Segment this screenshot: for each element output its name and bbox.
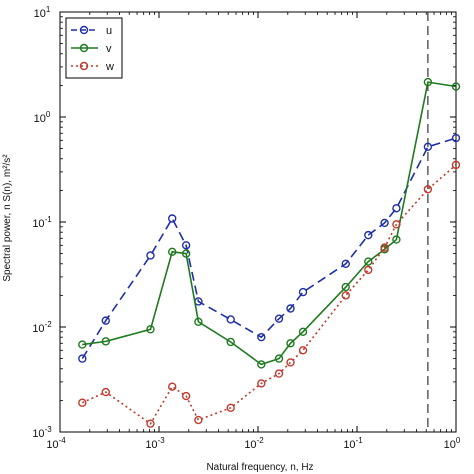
data-point-v	[451, 82, 461, 91]
data-point-w	[168, 382, 177, 391]
data-point-v	[274, 354, 284, 363]
data-point-u	[257, 332, 266, 342]
data-point-u	[146, 251, 155, 260]
legend-marker-w	[79, 61, 89, 71]
y-axis-label: Spectral power, n S(n), m²/s²	[2, 154, 13, 282]
data-point-u	[168, 214, 177, 223]
data-point-w	[226, 403, 235, 413]
series-line-u	[81, 137, 457, 360]
data-point-w	[341, 291, 350, 300]
data-point-w	[181, 391, 191, 401]
data-point-v	[423, 77, 433, 87]
data-point-u	[392, 204, 401, 213]
data-point-u	[101, 316, 110, 325]
data-point-v	[78, 340, 87, 349]
data-point-u	[451, 133, 461, 143]
data-point-w	[274, 369, 284, 378]
data-point-w	[286, 358, 295, 367]
data-point-v	[257, 360, 266, 369]
data-point-v	[168, 247, 177, 257]
data-point-u	[78, 354, 87, 363]
data-point-u	[364, 230, 373, 240]
data-point-v	[226, 337, 235, 347]
data-point-v	[341, 282, 350, 292]
legend-marker-v	[79, 43, 89, 53]
legend-label-u: u	[106, 25, 112, 37]
data-point-v	[286, 339, 295, 348]
y-tick-label: 10-3	[32, 425, 52, 440]
legend-label-w: w	[105, 61, 114, 73]
series-line-v	[82, 81, 457, 366]
y-tick-label: 101	[34, 5, 51, 20]
data-point-v	[101, 337, 110, 346]
data-point-u	[274, 314, 284, 323]
x-tick-label: 10-4	[46, 436, 66, 451]
x-axis-label: Natural frequency, n, Hz	[206, 462, 313, 473]
data-point-u	[298, 287, 308, 297]
data-point-u	[341, 259, 350, 268]
data-point-u	[423, 142, 433, 152]
legend-marker-u	[79, 25, 89, 35]
x-tick-label: 100	[444, 436, 461, 451]
y-tick-label: 10-2	[32, 320, 52, 335]
series-line-w	[81, 164, 457, 425]
data-point-w	[78, 398, 87, 407]
data-point-v	[146, 325, 155, 334]
data-point-w	[101, 387, 110, 397]
data-point-w	[364, 265, 373, 275]
legend: uvw	[65, 17, 123, 79]
data-point-v	[181, 249, 191, 258]
x-tick-label: 10-3	[145, 436, 165, 451]
data-point-v	[364, 257, 373, 266]
data-point-w	[451, 160, 461, 170]
data-point-w	[380, 243, 389, 252]
data-point-u	[380, 218, 389, 228]
data-point-u	[286, 304, 295, 313]
data-point-w	[194, 415, 203, 425]
x-tick-label: 10-2	[244, 436, 264, 451]
data-point-v	[392, 235, 401, 244]
data-point-w	[423, 185, 433, 194]
data-point-u	[181, 241, 191, 250]
y-tick-label: 100	[34, 110, 51, 125]
y-tick-label: 10-1	[32, 215, 52, 230]
x-tick-label: 10-1	[343, 436, 363, 451]
data-point-w	[392, 220, 401, 229]
legend-label-v: v	[106, 43, 112, 55]
data-point-u	[226, 315, 235, 324]
data-point-v	[298, 327, 308, 337]
data-point-w	[146, 419, 155, 428]
data-point-v	[194, 317, 203, 327]
data-point-w	[298, 346, 308, 355]
data-point-w	[257, 379, 266, 388]
